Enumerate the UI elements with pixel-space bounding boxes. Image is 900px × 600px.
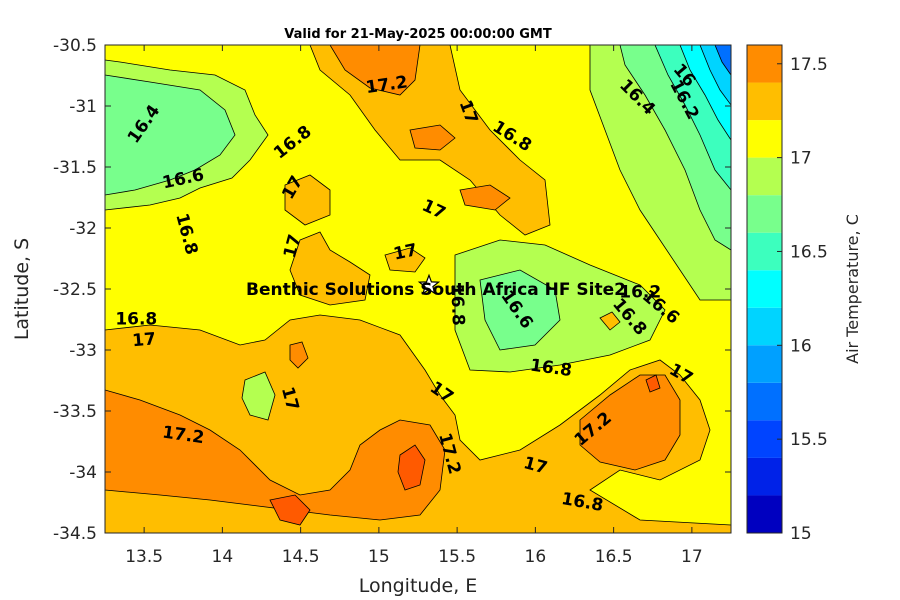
x-tick-label: 15	[368, 547, 390, 567]
x-tick-label: 15.5	[438, 547, 476, 567]
x-axis-label: Longitude, E	[359, 575, 478, 597]
contour-band-orange-east-spot	[599, 311, 621, 331]
y-tick-label: -31.5	[53, 158, 97, 178]
contour-band-red-spot-1	[397, 444, 426, 491]
contour-band-orange-small-center	[384, 247, 426, 273]
colorbar-tick-label: 16	[790, 336, 812, 356]
contour-band-darkorange-north-center	[329, 45, 421, 96]
contour-band-darkorange-south	[105, 389, 446, 521]
x-tick-label: 16.5	[595, 547, 633, 567]
contour-label: 17	[131, 329, 156, 351]
colorbar-label: Air Temperature, C	[843, 214, 862, 364]
colorbar-tick-label: 15	[790, 524, 812, 544]
contour-label: 16.8	[446, 284, 467, 327]
contour-label: 16.2	[619, 283, 661, 303]
colorbar-swatch	[747, 345, 782, 383]
y-tick-label: -34	[69, 463, 97, 483]
chart-title: Valid for 21-May-2025 00:00:00 GMT	[284, 27, 552, 42]
contour-label: 17	[392, 240, 419, 264]
colorbar-swatch	[747, 157, 782, 196]
x-tick-label: 17	[681, 547, 703, 567]
colorbar-swatch	[747, 420, 782, 458]
colorbar-swatch	[747, 195, 782, 233]
x-tick-label: 13.5	[125, 547, 163, 567]
contour-band-lightgreen-center-east	[479, 269, 561, 351]
x-tick-label: 16	[525, 547, 547, 567]
site-label: Benthic Solutions South Africa HF Site2	[246, 280, 626, 300]
contour-band-green-south-blob	[241, 371, 276, 421]
contour-band-orange-center-left	[289, 231, 371, 306]
contour-band-darkorange-blob-2	[459, 184, 511, 211]
colorbar-swatch	[747, 382, 782, 421]
contour-band-red-spot-2	[269, 494, 311, 526]
colorbar-swatch	[747, 495, 782, 533]
x-tick-label: 14	[212, 547, 234, 567]
y-tick-label: -33.5	[53, 402, 97, 422]
y-tick-label: -32.5	[53, 280, 97, 300]
colorbar-swatch	[747, 45, 782, 83]
colorbar-tick-label: 16.5	[790, 242, 828, 262]
y-tick-label: -30.5	[53, 36, 97, 56]
colorbar-swatch	[747, 270, 782, 308]
colorbar-frame	[746, 44, 783, 534]
contour-band-red-spot-4	[289, 341, 309, 369]
colorbar-swatch	[747, 457, 782, 496]
y-tick-label: -34.5	[53, 524, 97, 544]
colorbar-swatch	[747, 232, 782, 271]
colorbar-swatch	[747, 307, 782, 346]
contour-band-darkorange-blob-1	[409, 124, 456, 151]
colorbar-tick-label: 17.5	[790, 55, 828, 75]
colorbar-swatch	[747, 120, 782, 158]
contour-label: 16.8	[115, 310, 157, 330]
y-axis-label: Latitude, S	[11, 238, 33, 340]
colorbar-tick-label: 15.5	[790, 430, 828, 450]
contour-band-orange-west-center	[284, 174, 331, 226]
y-tick-label: -33	[69, 341, 97, 361]
site-star-marker	[417, 273, 441, 295]
colorbar-tick-label: 17	[790, 149, 812, 169]
colorbar-swatch	[747, 82, 782, 121]
x-tick-label: 14.5	[282, 547, 320, 567]
y-tick-label: -32	[69, 219, 97, 239]
contour-band-blue-ne	[714, 45, 731, 76]
contour-band-red-spot-3	[645, 374, 661, 393]
y-tick-label: -31	[69, 97, 97, 117]
contour-fill-layer	[105, 45, 731, 533]
contour-band-darkorange-south-east	[579, 374, 681, 471]
contour-band-lightgreen-nw	[105, 74, 236, 196]
